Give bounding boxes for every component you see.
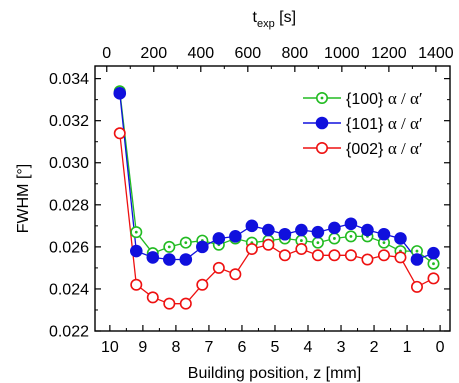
top-tick-label: 1400	[418, 45, 454, 62]
legend-label-1: {100} α / α′	[346, 89, 423, 108]
series-3-point	[344, 249, 357, 262]
series-2-point	[113, 87, 127, 100]
series-3-point	[278, 249, 291, 262]
series-2-point	[229, 230, 242, 243]
series-3-point	[394, 251, 407, 264]
series-3-point	[262, 238, 275, 251]
series-2-point	[262, 223, 275, 237]
series-3-point	[295, 242, 308, 255]
series-2-point	[361, 223, 374, 237]
y-tick-label: 0.024	[49, 281, 89, 298]
top-tick-label: 0	[102, 45, 111, 62]
y-tick-label: 0.028	[49, 197, 89, 214]
y-tick-label: 0.030	[49, 155, 89, 172]
top-tick-label: 1000	[324, 45, 360, 62]
series-2-point	[295, 223, 308, 237]
series-1-point-center	[382, 241, 386, 245]
series-3-point	[328, 249, 341, 262]
series-1-point-center	[184, 241, 188, 245]
series-3-point	[179, 297, 192, 310]
top-tick-label: 200	[140, 45, 167, 62]
series-1-point-center	[415, 249, 419, 253]
series-3-point	[311, 249, 324, 262]
y-tick-label: 0.032	[49, 113, 89, 130]
series-1-point-center	[333, 237, 336, 240]
top-tick-label: 400	[187, 45, 214, 62]
top-axis-title: texp [s]	[253, 9, 297, 30]
series-3-point	[377, 249, 390, 262]
series-2-point	[427, 246, 440, 260]
series-3-point	[245, 242, 258, 255]
series-2-point	[377, 227, 391, 241]
series-line-3	[119, 133, 434, 305]
legend-marker-2	[315, 116, 329, 130]
x-tick-label: 10	[101, 339, 119, 356]
series-1-point-center	[299, 239, 303, 242]
legend-label-2: {101} α / α′	[346, 114, 423, 133]
series-1-point-center	[349, 234, 353, 238]
y-axis-title: FWHM [°]	[15, 164, 32, 234]
x-tick-label: 2	[370, 339, 379, 356]
series-2-point	[245, 219, 259, 233]
series-3-point	[163, 297, 176, 310]
series-2-point	[212, 232, 226, 245]
series-2-point	[146, 251, 160, 264]
x-tick-label: 7	[204, 339, 213, 356]
x-tick-label: 4	[304, 339, 313, 356]
series-3-point	[113, 127, 126, 140]
series-2-point	[311, 225, 325, 239]
series-3-point	[212, 261, 225, 274]
x-tick-label: 8	[171, 339, 180, 356]
legend-marker-1-center	[320, 96, 324, 100]
series-2-point	[394, 232, 407, 245]
y-tick-label: 0.034	[49, 71, 89, 88]
x-tick-label: 0	[436, 339, 445, 356]
x-axis-title: Building position, z [mm]	[188, 365, 361, 382]
y-tick-label: 0.022	[49, 324, 89, 341]
legend-marker-3	[315, 142, 328, 155]
top-tick-label: 600	[234, 45, 261, 62]
series-2-point	[344, 217, 358, 231]
x-tick-label: 6	[238, 339, 247, 356]
series-3-point	[146, 291, 159, 304]
series-2-point	[410, 253, 424, 266]
legend-label-3: {002} α / α′	[346, 139, 423, 158]
series-3-point	[196, 278, 209, 291]
x-tick-label: 3	[337, 339, 346, 356]
series-3-point	[427, 272, 440, 285]
x-tick-label: 9	[138, 339, 147, 356]
x-tick-label: 1	[403, 339, 412, 356]
series-1-point-center	[167, 245, 171, 249]
series-1-point-center	[316, 241, 320, 245]
x-tick-label: 5	[271, 339, 280, 356]
series-3-point	[229, 268, 242, 281]
series-3-point	[130, 278, 143, 291]
top-tick-label: 800	[281, 45, 308, 62]
series-1-point-center	[134, 230, 138, 234]
series-2-point	[129, 244, 143, 258]
series-2-point	[163, 253, 176, 266]
series-3-point	[410, 280, 423, 293]
plot-frame	[94, 65, 451, 332]
series-2-point	[328, 221, 341, 235]
y-tick-label: 0.026	[49, 239, 89, 256]
top-tick-label: 1200	[371, 45, 407, 62]
series-3-point	[361, 253, 374, 266]
series-1-point-center	[432, 262, 435, 266]
series-2-point	[179, 253, 193, 266]
series-2-point	[278, 227, 292, 241]
series-2-point	[196, 240, 209, 254]
